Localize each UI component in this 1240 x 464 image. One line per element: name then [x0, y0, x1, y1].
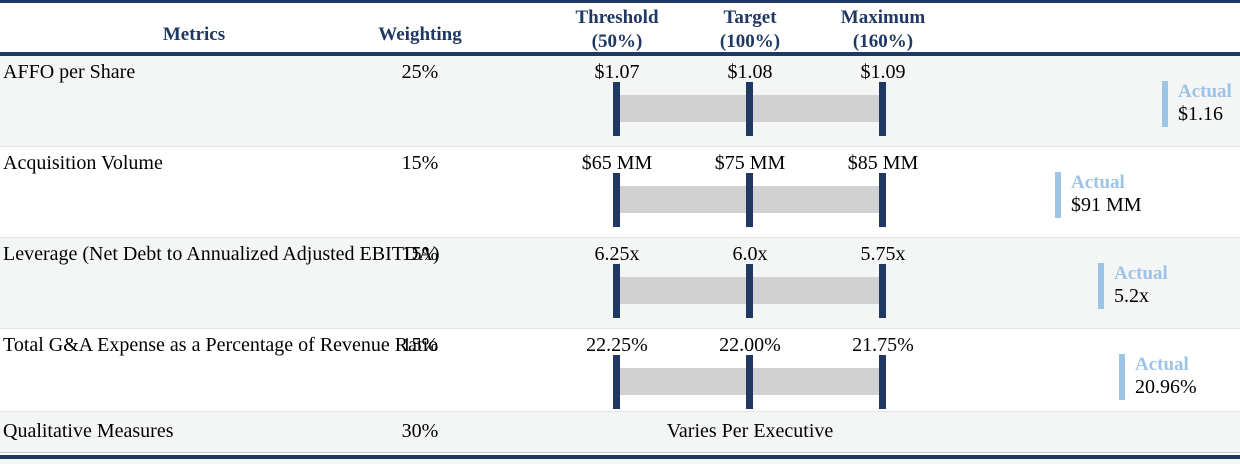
maximum-value: $1.09: [860, 61, 906, 83]
target-value: $1.08: [727, 61, 773, 83]
maximum-tick: [879, 264, 886, 318]
actual-text: Actual 5.2x: [1114, 263, 1168, 309]
table-row-qualitative: Qualitative Measures 30% Varies Per Exec…: [0, 412, 1240, 453]
metric-label: AFFO per Share: [3, 61, 136, 83]
actual-marker: Actual 20.96%: [1119, 354, 1197, 400]
target-tick: [746, 82, 753, 136]
weighting-value: 25%: [401, 61, 439, 83]
actual-marker-line: [1162, 81, 1168, 127]
table-row-ga-expense: Total G&A Expense as a Percentage of Rev…: [0, 329, 1240, 412]
metric-label: Leverage (Net Debt to Annualized Adjuste…: [3, 243, 440, 265]
threshold-value: 6.25x: [594, 243, 640, 265]
actual-text: Actual $1.16: [1178, 81, 1232, 127]
actual-marker-line: [1055, 172, 1061, 218]
threshold-tick: [613, 173, 620, 227]
weighting-value: 15%: [401, 243, 439, 265]
actual-text: Actual $91 MM: [1071, 172, 1142, 218]
threshold-value: $1.07: [594, 61, 640, 83]
target-value: 6.0x: [732, 243, 768, 265]
header-target-line2: (100%): [719, 31, 781, 52]
header-weighting: Weighting: [378, 24, 462, 45]
target-value: $75 MM: [714, 152, 786, 174]
actual-marker: Actual $1.16: [1162, 81, 1232, 127]
actual-label: Actual: [1114, 263, 1168, 284]
actual-label: Actual: [1071, 172, 1125, 193]
target-tick: [746, 173, 753, 227]
actual-label: Actual: [1178, 81, 1232, 102]
target-tick: [746, 355, 753, 409]
maximum-tick: [879, 355, 886, 409]
weighting-value: 15%: [401, 152, 439, 174]
threshold-tick: [613, 82, 620, 136]
header-threshold: Threshold (50%): [527, 6, 707, 54]
bottom-rule: [0, 455, 1240, 459]
target-tick: [746, 264, 753, 318]
actual-value: 5.2x: [1114, 285, 1149, 307]
target-value: 22.00%: [719, 334, 781, 356]
actual-marker: Actual $91 MM: [1055, 172, 1142, 218]
actual-marker-line: [1119, 354, 1125, 400]
weighting-value: 15%: [401, 334, 439, 356]
table-row-leverage: Leverage (Net Debt to Annualized Adjuste…: [0, 238, 1240, 329]
header-target: Target (100%): [660, 6, 840, 54]
maximum-value: 5.75x: [860, 243, 906, 265]
metric-label: Acquisition Volume: [3, 152, 163, 174]
header-threshold-line2: (50%): [591, 31, 643, 52]
actual-text: Actual 20.96%: [1135, 354, 1197, 400]
header-metrics: Metrics: [162, 24, 226, 45]
header-maximum-line1: Maximum: [840, 7, 926, 28]
qualitative-note: Varies Per Executive: [666, 420, 834, 442]
threshold-tick: [613, 355, 620, 409]
actual-value: 20.96%: [1135, 376, 1197, 398]
actual-value: $91 MM: [1071, 194, 1142, 216]
threshold-tick: [613, 264, 620, 318]
actual-marker-line: [1098, 263, 1104, 309]
maximum-tick: [879, 82, 886, 136]
table-header: Metrics Weighting Threshold (50%) Target…: [0, 3, 1240, 56]
maximum-value: $85 MM: [847, 152, 919, 174]
maximum-tick: [879, 173, 886, 227]
threshold-value: $65 MM: [581, 152, 653, 174]
footer-strip: [0, 459, 1240, 464]
header-maximum-line2: (160%): [852, 31, 914, 52]
table-row-affo: AFFO per Share 25% $1.07 $1.08 $1.09 Act…: [0, 56, 1240, 147]
header-target-line1: Target: [723, 7, 777, 28]
weighting-value: 30%: [401, 420, 439, 442]
metric-label: Qualitative Measures: [3, 420, 174, 442]
actual-value: $1.16: [1178, 103, 1223, 125]
maximum-value: 21.75%: [852, 334, 914, 356]
threshold-value: 22.25%: [586, 334, 648, 356]
actual-marker: Actual 5.2x: [1098, 263, 1168, 309]
header-threshold-line1: Threshold: [575, 7, 659, 28]
header-maximum: Maximum (160%): [793, 6, 973, 54]
actual-label: Actual: [1135, 354, 1189, 375]
table-row-acquisition: Acquisition Volume 15% $65 MM $75 MM $85…: [0, 147, 1240, 238]
metric-label: Total G&A Expense as a Percentage of Rev…: [3, 334, 439, 356]
